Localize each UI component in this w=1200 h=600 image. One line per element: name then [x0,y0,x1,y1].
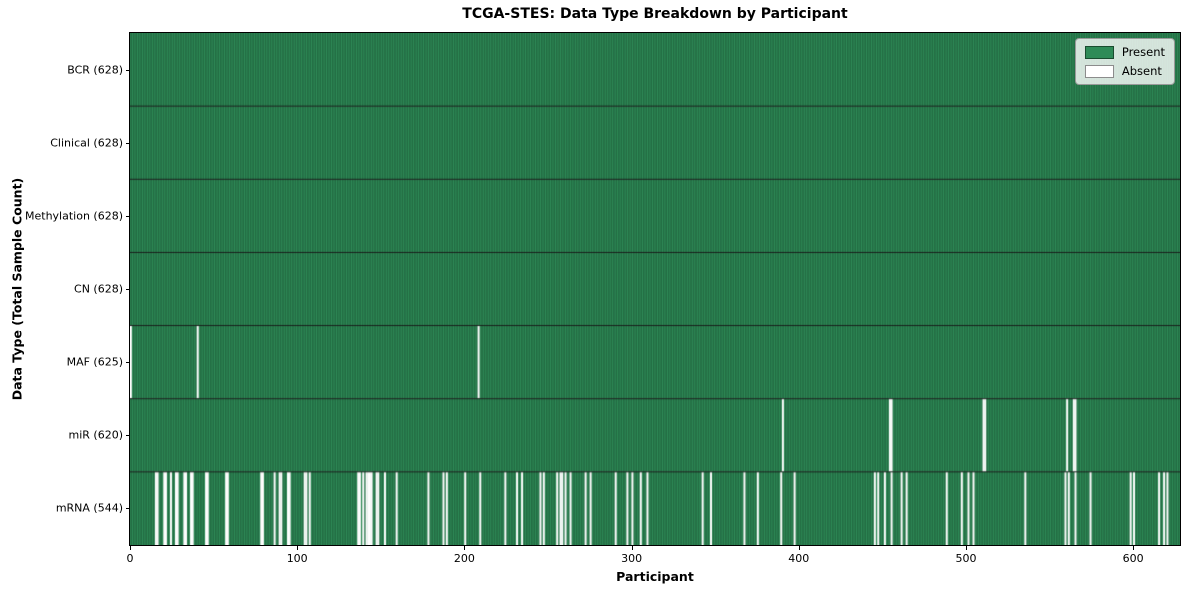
y-tick-label-mrna: mRNA (544) [55,501,123,515]
legend-swatch-absent [1084,64,1114,78]
y-tick-mark [126,362,130,364]
y-tick-label-cn: CN (628) [74,282,123,296]
x-tick-mark [1133,546,1135,550]
y-tick-mark [126,289,130,290]
y-tick-label-maf: MAF (625) [66,355,123,369]
legend-label: Absent [1121,64,1162,78]
x-tick-label: 400 [788,552,810,565]
x-tick-label: 600 [1122,552,1144,565]
presence-matrix-canvas [129,32,1181,546]
x-tick-mark [631,546,633,550]
x-tick-label: 100 [286,552,308,565]
y-tick-label-methylation: Methylation (628) [25,209,123,223]
x-tick-mark [297,546,299,550]
y-tick-mark [126,142,130,144]
y-tick-label-bcr: BCR (628) [67,63,123,77]
x-tick-label: 200 [453,552,475,565]
x-tick-label: 0 [126,552,134,565]
legend-label: Present [1121,45,1165,59]
x-axis-label: Participant [616,569,694,584]
legend-item-present: Present [1084,45,1165,59]
x-tick-mark [798,546,800,550]
x-tick-mark [130,546,131,550]
legend-item-absent: Absent [1084,64,1165,78]
y-tick-mark [126,508,130,510]
x-tick-label: 300 [621,552,643,565]
legend: Present Absent [1074,38,1175,85]
legend-swatch-present [1084,45,1114,59]
chart-title: TCGA-STES: Data Type Breakdown by Partic… [462,6,848,22]
plot-area: Present Absent [129,32,1181,546]
x-tick-mark [965,546,967,550]
y-tick-mark [126,435,130,437]
x-tick-label: 500 [955,552,977,565]
x-tick-mark [464,546,466,550]
y-tick-label-clinical: Clinical (628) [50,136,123,150]
y-tick-mark [126,69,130,71]
y-tick-label-mir: miR (620) [68,428,124,442]
y-tick-mark [126,215,130,217]
